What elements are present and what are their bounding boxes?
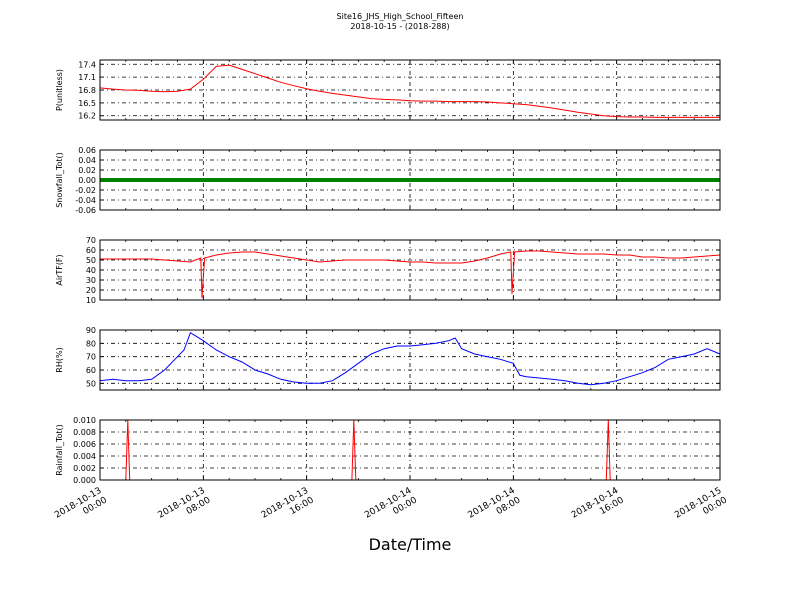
x-axis-label: Date/Time [369, 535, 452, 554]
y-tick-label: 0.02 [78, 166, 96, 175]
y-axis-label: RH(%) [55, 347, 64, 372]
axes-frame [99, 59, 721, 121]
y-axis-label: Rainfall_Tot() [55, 424, 64, 476]
x-tick-label: 2018-10-1308:00 [157, 486, 213, 530]
panel-4: 50 60 70 80 90 RH(%) [55, 326, 721, 391]
y-tick-label: 50 [86, 256, 96, 265]
axes-frame [99, 419, 721, 481]
y-axis-label: Snowfall_Tot() [55, 152, 64, 208]
y-tick-label: 90 [86, 326, 96, 335]
y-tick-label: 16.2 [78, 112, 96, 121]
series-line-1 [99, 64, 720, 118]
y-axis-label: AirTF(F) [55, 254, 64, 285]
panel-1: 16.2 16.5 16.8 17.1 17.4 P(unitless) [55, 59, 721, 121]
panels-group: 16.216.516.817.117.4P(unitless)-0.06-0.0… [55, 59, 721, 485]
y-tick-label: 0.00 [78, 176, 96, 185]
x-tick-label: 2018-10-1416:00 [570, 486, 626, 530]
panel-2: -0.06-0.04-0.020.000.020.040.06 Snowfall_… [55, 146, 721, 215]
axes-frame [99, 239, 721, 301]
y-tick-label: 70 [86, 353, 96, 362]
y-tick-label: 0.06 [78, 146, 96, 155]
y-tick-label: 0.002 [73, 464, 96, 473]
y-axis-label: P(unitless) [55, 69, 64, 111]
series-line-4 [99, 331, 721, 386]
y-tick-label: 50 [86, 379, 96, 388]
y-tick-label: 30 [86, 276, 96, 285]
y-tick-label: 0.000 [73, 476, 96, 485]
y-tick-label: -0.04 [75, 196, 96, 205]
y-tick-label: 17.4 [78, 60, 96, 69]
y-tick-label: -0.06 [75, 206, 96, 215]
x-tick-label: 2018-10-1400:00 [363, 486, 419, 530]
chart-title: Site16_JHS_High_School_Fifteen [337, 12, 464, 21]
y-tick-label: 0.010 [73, 416, 96, 425]
y-tick-label: 0.04 [78, 156, 96, 165]
y-tick-label: 16.5 [78, 99, 96, 108]
y-tick-label: 40 [86, 266, 96, 275]
y-tick-label: 17.1 [78, 73, 96, 82]
series-line-3 [100, 250, 721, 299]
x-tick-label: 2018-10-1408:00 [467, 486, 523, 530]
axes-frame [99, 329, 721, 391]
y-tick-label: 70 [86, 236, 96, 245]
y-tick-label: 16.8 [78, 86, 96, 95]
y-tick-label: 10 [86, 296, 96, 305]
x-tick-label: 2018-10-1316:00 [260, 486, 316, 530]
y-tick-label: 0.006 [73, 440, 96, 449]
chart-subtitle: 2018-10-15 - (2018-288) [350, 22, 449, 31]
y-tick-label: 80 [86, 339, 96, 348]
y-tick-label: 60 [86, 246, 96, 255]
y-tick-label: 0.008 [73, 428, 96, 437]
y-tick-label: 60 [86, 366, 96, 375]
y-tick-label: 0.004 [73, 452, 96, 461]
y-tick-label: -0.02 [75, 186, 96, 195]
axes-frame [99, 149, 721, 211]
x-axis-tick-labels: 2018-10-1300:00 2018-10-1308:00 2018-10-13… [53, 486, 729, 530]
y-tick-label: 20 [86, 286, 96, 295]
x-tick-label: 2018-10-1300:00 [53, 486, 109, 530]
x-tick-label: 2018-10-1500:00 [673, 486, 729, 530]
panel-5: 0.000 0.002 0.004 0.006 0.008 0.010 Rainfall_T… [55, 416, 721, 485]
